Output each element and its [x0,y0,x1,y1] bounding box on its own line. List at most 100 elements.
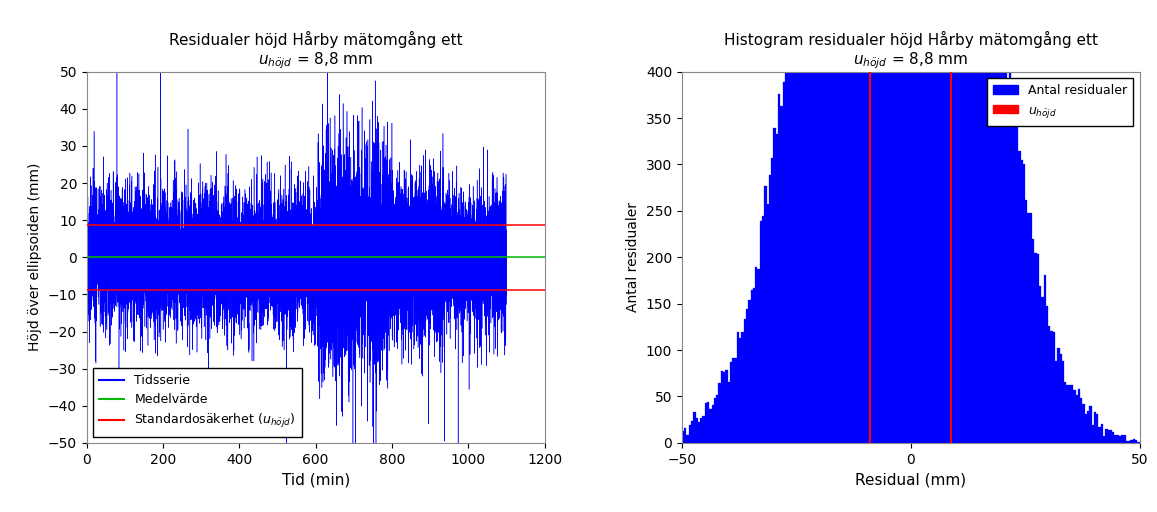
X-axis label: Tid (min): Tid (min) [281,472,349,487]
Bar [852,0,854,443]
Bar [1025,200,1027,443]
Bar [892,0,894,443]
Bar [787,0,789,443]
Bar [950,0,952,443]
Bar [1081,398,1083,443]
Bar [784,60,787,443]
Bar [1071,386,1074,443]
Bar [769,175,771,443]
Bar [978,0,980,443]
Bar [904,0,906,443]
Bar [1037,253,1039,443]
Bar [1110,430,1112,443]
Bar [835,0,838,443]
Bar [707,402,709,443]
Bar [805,0,808,443]
Bar [828,0,831,443]
Bar [993,0,995,443]
Bar [688,425,691,443]
Bar [1030,213,1032,443]
Bar [702,416,705,443]
Bar [849,0,852,443]
Bar [1057,348,1060,443]
Bar [681,431,684,443]
Bar [1007,79,1009,443]
Bar [796,0,798,443]
Bar [803,0,805,443]
Bar [808,0,810,443]
Bar [1078,389,1081,443]
Bar [865,0,868,443]
Bar [966,0,968,443]
Bar [723,372,725,443]
Bar [842,0,845,443]
Bar [821,0,824,443]
Bar [1055,361,1057,443]
Bar [883,0,885,443]
Bar [728,381,730,443]
Bar [980,0,981,443]
Bar [709,409,712,443]
Bar [955,0,957,443]
Bar [1137,442,1140,443]
Bar [700,418,702,443]
Bar [1114,435,1117,443]
Bar [845,0,847,443]
Bar [833,0,835,443]
Bar [847,0,849,443]
Bar [906,0,908,443]
Bar [1085,414,1088,443]
Bar [767,204,769,443]
Bar [890,0,892,443]
Bar [760,221,762,443]
Bar [838,0,840,443]
Bar [943,0,945,443]
Bar [856,0,858,443]
Bar [988,0,990,443]
Bar [771,158,773,443]
Bar [918,0,920,443]
Bar [973,0,975,443]
Bar [885,0,887,443]
Bar [911,0,913,443]
Bar [1011,84,1014,443]
Bar [938,0,941,443]
Bar [746,309,749,443]
Bar [961,0,964,443]
Bar [1093,412,1096,443]
Bar [716,395,718,443]
Bar [1053,332,1055,443]
Legend: Antal residualer, $u_{h\ddot{o}jd}$: Antal residualer, $u_{h\ddot{o}jd}$ [987,78,1134,126]
Bar [718,383,721,443]
Bar [817,0,819,443]
Bar [1100,424,1103,443]
Bar [1088,411,1089,443]
Bar [737,332,739,443]
Bar [922,0,924,443]
Bar [794,0,796,443]
Bar [831,0,833,443]
Bar [732,357,735,443]
Bar [1091,425,1093,443]
Bar [1135,440,1137,443]
Bar [1009,25,1011,443]
Bar [735,358,737,443]
Bar [691,421,693,443]
Bar [725,370,728,443]
Bar [1076,395,1078,443]
Bar [1064,381,1067,443]
Bar [931,0,934,443]
Bar [791,25,794,443]
Bar [968,0,971,443]
Bar [1069,386,1071,443]
Bar [1048,326,1051,443]
Bar [1083,404,1085,443]
Bar [778,94,780,443]
Bar [1002,0,1004,443]
Title: Residualer höjd Hårby mätomgång ett
$u_{h\ddot{o}jd}$ = 8,8 mm: Residualer höjd Hårby mätomgång ett $u_{… [169,31,463,72]
Bar [775,134,778,443]
Bar [782,82,784,443]
Bar [840,0,842,443]
Bar [1034,252,1037,443]
Bar [686,435,688,443]
